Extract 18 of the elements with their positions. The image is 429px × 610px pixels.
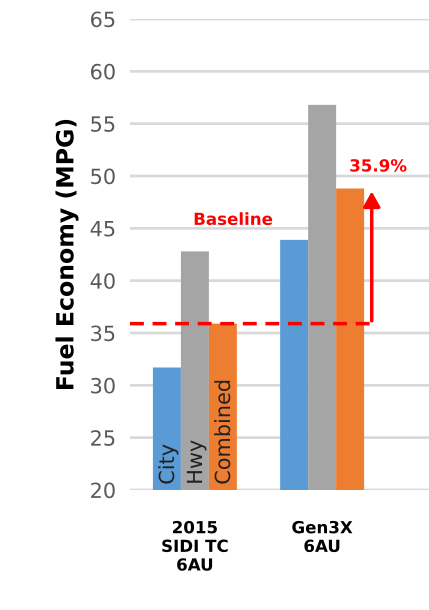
x-tick-label: 2015 SIDI TC 6AU [162,520,228,571]
series-label: Combined [214,380,230,484]
y-tick-label: 45 [90,221,114,237]
annotation: 35.9% [350,159,406,172]
y-axis-title: Fuel Economy (MPG) [55,120,78,390]
y-tick-label: 55 [91,116,114,132]
y-tick-label: 25 [91,430,114,446]
y-tick-label: 65 [91,11,114,28]
series-label: Hwy [186,440,206,483]
y-tick-label: 35 [91,325,114,342]
y-tick-label: 60 [91,64,115,80]
y-tick-label: 30 [91,378,115,394]
ref-line-label: Baseline [194,212,272,226]
y-tick-label: 50 [91,168,115,184]
y-tick-label: 40 [90,273,115,289]
x-tick-label: Gen3X 6AU [292,520,352,552]
series-label: City [158,444,178,484]
y-tick-label: 20 [91,482,115,498]
